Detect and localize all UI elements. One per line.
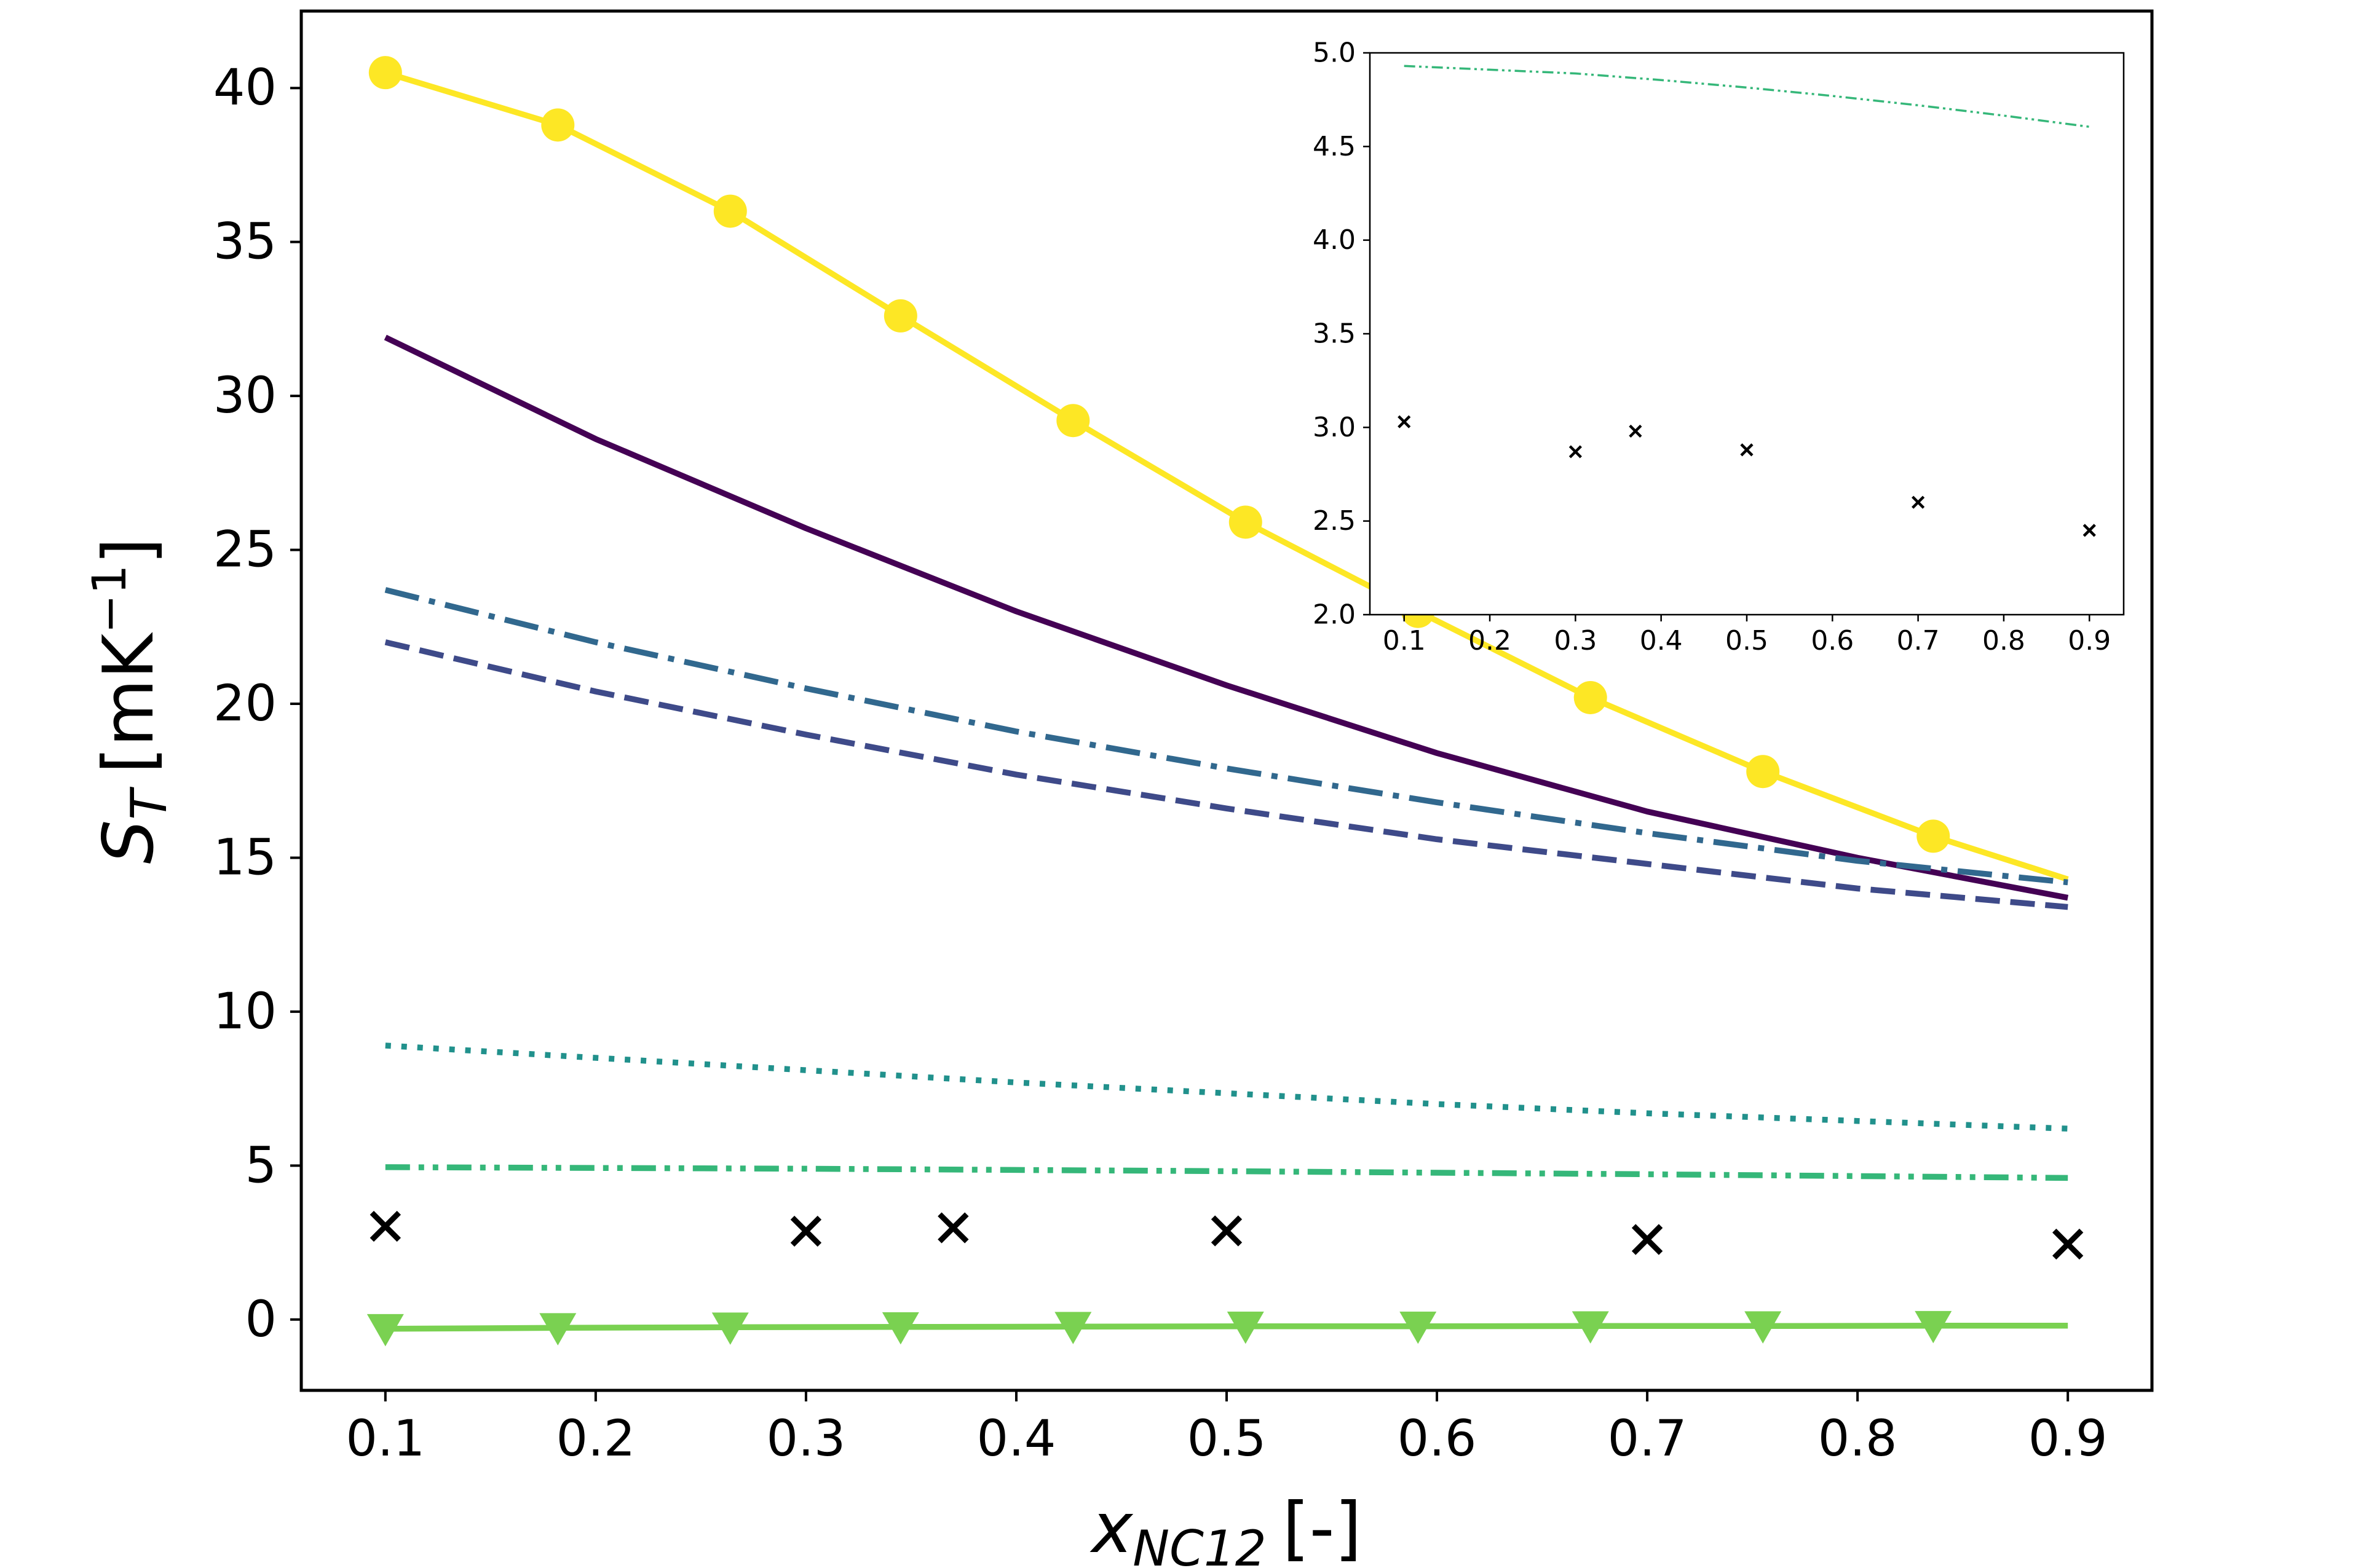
- main-x-tick-label-5: 0.6: [1398, 1410, 1477, 1468]
- main-series-0-point-0: [368, 56, 402, 90]
- main-series-group: [366, 56, 2084, 1347]
- main-series-line-1: [384, 334, 2069, 901]
- main-series-0-point-7: [1573, 680, 1607, 714]
- main-series-6-point-8: [1744, 1311, 1782, 1344]
- inset-series-group: [1398, 65, 2096, 537]
- main-series-7-point-4: [1631, 1224, 1663, 1255]
- main-series-0-point-2: [713, 194, 747, 228]
- main-series-line-6: [385, 1323, 2068, 1332]
- main-series-7-point-5: [2052, 1228, 2084, 1260]
- main-series-0-point-8: [1746, 755, 1780, 789]
- main-series-6-point-1: [539, 1313, 577, 1345]
- main-series-6-point-4: [1054, 1312, 1092, 1344]
- main-series-6-point-2: [711, 1312, 749, 1345]
- main-y-tick-label-8: 40: [213, 59, 277, 117]
- main-y-tick-label-1: 5: [245, 1137, 277, 1194]
- main-series-0-point-1: [541, 108, 575, 142]
- main-x-axis: 0.1 0.2 0.3 0.4 0.5 0.6 0.7 0.8 0.9: [346, 1390, 2108, 1468]
- main-series-0-point-3: [884, 299, 917, 333]
- main-y-tick-label-2: 10: [213, 983, 277, 1041]
- main-series-6-point-6: [1399, 1311, 1437, 1344]
- inset-series-1-point-3: [1740, 443, 1754, 457]
- main-x-tick-label-4: 0.5: [1187, 1410, 1267, 1468]
- inset-y-tick-label-2: 3.0: [1313, 412, 1356, 443]
- main-series-6-point-0: [366, 1314, 404, 1347]
- main-series-6-point-3: [882, 1312, 919, 1345]
- inset-y-tick-label-4: 4.0: [1313, 224, 1356, 256]
- main-y-tick-label-5: 25: [213, 521, 277, 579]
- inset-series-1-point-2: [1629, 424, 1642, 438]
- main-x-tick-label-2: 0.3: [766, 1410, 845, 1468]
- main-x-tick-label-6: 0.7: [1608, 1410, 1687, 1468]
- y-axis-label: ST[mK−1]: [82, 537, 178, 864]
- main-x-tick-label-0: 0.1: [346, 1410, 425, 1468]
- inset-y-tick-label-3: 3.5: [1313, 318, 1356, 350]
- inset-series-1-point-0: [1398, 415, 1411, 428]
- main-series-line-3: [384, 639, 2068, 910]
- inset-x-tick-label-0: 0.1: [1383, 625, 1426, 656]
- main-x-tick-label-8: 0.9: [2028, 1410, 2108, 1468]
- inset-y-tick-label-1: 2.5: [1313, 505, 1356, 537]
- main-x-tick-label-3: 0.4: [977, 1410, 1056, 1468]
- main-y-tick-label-7: 35: [213, 213, 277, 271]
- main-y-axis: 0 5 10 15 20 25 30 35 40: [213, 59, 301, 1349]
- main-series-7-point-0: [370, 1210, 401, 1242]
- inset-series-1-point-1: [1568, 445, 1582, 459]
- inset-y-tick-label-0: 2.0: [1313, 599, 1356, 631]
- main-y-tick-label-0: 0: [245, 1291, 277, 1349]
- main-series-6-point-9: [1915, 1310, 1952, 1344]
- main-plot: 0.1 0.2 0.3 0.4 0.5 0.6 0.7 0.8 0.9 0 5 10 15 20 25 30…: [213, 9, 2154, 1468]
- inset-x-axis: 0.1 0.2 0.3 0.4 0.5 0.6 0.7 0.8 0.9: [1383, 615, 2111, 656]
- main-x-tick-label-1: 0.2: [556, 1410, 635, 1468]
- inset-y-axis: 2.0 2.5 3.0 3.5 4.0 4.5 5.0: [1313, 37, 1370, 631]
- inset-series-line-0: [1404, 65, 2090, 128]
- main-series-7-point-1: [790, 1215, 822, 1247]
- main-y-tick-label-4: 20: [213, 675, 277, 733]
- inset-background: [1370, 53, 2124, 615]
- inset-series-1-point-4: [1912, 495, 1925, 509]
- inset-series-1-point-5: [2082, 524, 2096, 537]
- inset-plot: 0.1 0.2 0.3 0.4 0.5 0.6 0.7 0.8 0.9 2.0 2.5 3.0 3.5…: [1313, 37, 2125, 656]
- main-series-0-point-4: [1056, 404, 1090, 438]
- inset-x-tick-label-7: 0.8: [1982, 625, 2025, 656]
- main-y-tick-label-3: 15: [213, 829, 277, 886]
- inset-x-tick-label-3: 0.4: [1640, 625, 1683, 656]
- main-series-7-point-2: [938, 1212, 969, 1243]
- main-series-line-2: [384, 587, 2068, 886]
- main-series-6-point-7: [1572, 1311, 1609, 1344]
- main-x-tick-label-7: 0.8: [1818, 1410, 1897, 1468]
- inset-x-tick-label-5: 0.6: [1811, 625, 1854, 656]
- inset-y-tick-label-6: 5.0: [1313, 37, 1356, 69]
- main-y-tick-label-6: 30: [213, 367, 277, 425]
- main-series-6-point-5: [1227, 1311, 1264, 1344]
- inset-x-tick-label-4: 0.5: [1725, 625, 1768, 656]
- inset-y-tick-label-5: 4.5: [1313, 131, 1356, 162]
- main-series-0-point-9: [1916, 819, 1950, 853]
- main-series-line-5: [385, 1164, 2068, 1181]
- x-axis-label: xNC12 [-]: [1090, 1487, 1361, 1568]
- main-series-7-point-3: [1211, 1215, 1243, 1247]
- inset-x-tick-label-2: 0.3: [1554, 625, 1597, 656]
- inset-x-tick-label-6: 0.7: [1897, 625, 1940, 656]
- inset-x-tick-label-1: 0.2: [1468, 625, 1511, 656]
- main-series-0-point-5: [1228, 505, 1262, 539]
- inset-x-tick-label-8: 0.9: [2068, 625, 2111, 656]
